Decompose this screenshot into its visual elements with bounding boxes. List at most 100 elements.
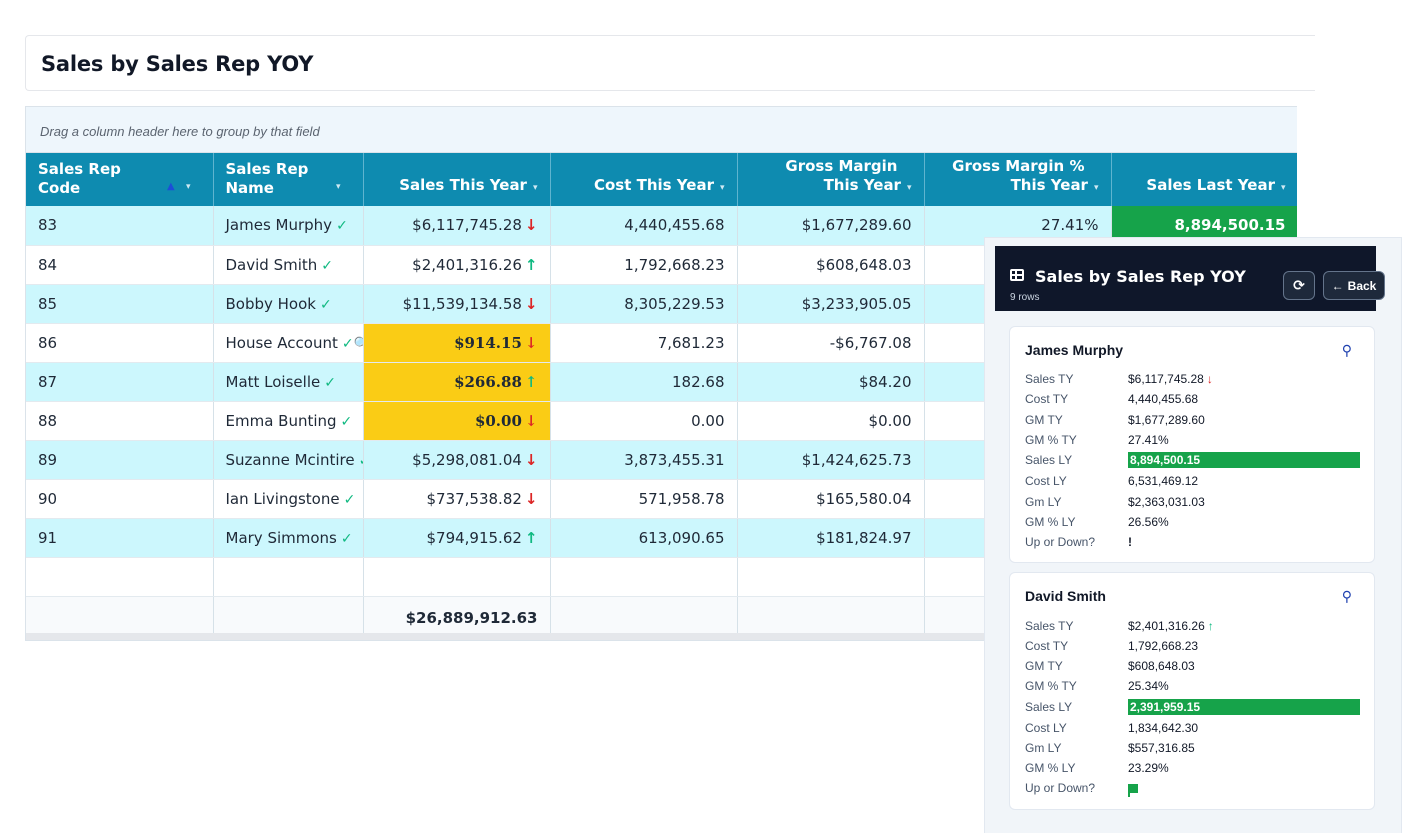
card-view-header: Sales by Sales Rep YOY 9 rows ⟳ ← Back [995,246,1385,311]
sales-ty-value: $11,539,134.58 [402,294,522,313]
sales-ty-value: $5,298,081.04 [412,450,522,469]
card-field: Cost LY 6,531,469.12 [1025,474,1199,488]
card-field: Sales TY $6,117,745.28 ↓ [1025,372,1213,386]
group-by-panel[interactable]: Drag a column header here to group by th… [26,107,1297,153]
cell-cost-ty: 7,681.23 [550,323,738,363]
arrow-down-icon: ↓ [524,411,538,430]
search-icon[interactable]: ⚲ [1341,342,1352,358]
card-field: Sales LY 8,894,500.15 [1025,452,1365,469]
card-rep-name: David Smith [1025,588,1106,604]
col-header-label: Sales This Year [399,176,527,194]
arrow-down-icon: ↓ [524,450,538,469]
cell-cost-ty: 613,090.65 [550,518,738,558]
report-title-card: Sales by Sales Rep YOY [25,35,1315,91]
col-header-label: Sales Rep [225,160,309,178]
horizontal-scrollbar[interactable] [26,633,1297,640]
refresh-button[interactable]: ⟳ [1283,271,1315,300]
column-menu-icon[interactable]: ▾ [719,183,725,193]
sales-ty-value: $6,117,745.28 [412,216,522,235]
cell-gm-ty: $1,424,625.73 [737,440,925,480]
rep-name: Bobby Hook [225,294,316,313]
check-icon: ✓ [321,257,333,274]
cell-name: Ian Livingstone ✓ [213,479,364,519]
sales-ty-value: $737,538.82 [426,489,522,508]
back-button[interactable]: ← Back [1323,271,1385,300]
header-row: Sales Rep Code ▲ ▾ Sales Rep Name ▾ Sale… [26,153,1297,206]
cell-gm-ty: $608,648.03 [737,245,925,285]
sales-ty-value: $2,401,316.26 [412,255,522,274]
column-menu-icon[interactable]: ▾ [335,182,341,192]
cell-name: David Smith ✓ [213,245,364,285]
col-header-sales-rep-name[interactable]: Sales Rep Name ▾ [213,153,364,206]
search-icon[interactable]: ⚲ [1341,588,1352,604]
cell-code: 86 [26,323,214,363]
col-header-label: Sales Last Year [1146,176,1275,194]
alert-icon: ! [1128,535,1132,549]
cell-gm-ty: $181,824.97 [737,518,925,558]
col-header-sales-rep-code[interactable]: Sales Rep Code ▲ ▾ [26,153,214,206]
col-header-sales-this-year[interactable]: Sales This Year ▾ [363,153,551,206]
cell-sales-ty: $2,401,316.26 ↑ [363,245,551,285]
cell-sales-ty: $266.88 ↑ [363,362,551,402]
col-header-cost-this-year[interactable]: Cost This Year ▾ [550,153,738,206]
cell-cost-ty: 571,958.78 [550,479,738,519]
flag-icon [1128,784,1138,797]
check-icon: ✓ [324,374,336,391]
arrow-up-icon: ↑ [524,255,538,274]
cell-sales-ty: $6,117,745.28 ↓ [363,206,551,246]
cell-name: Mary Simmons ✓ [213,518,364,558]
column-menu-icon[interactable]: ▾ [532,183,538,193]
cell-name: Emma Bunting ✓ [213,401,364,441]
check-icon: ✓ [340,530,353,547]
cell-cost-ty: 3,873,455.31 [550,440,738,480]
col-header-gross-margin-pct-this-year[interactable]: Gross Margin % This Year ▾ [924,153,1112,206]
cell-sales-ty: $11,539,134.58 ↓ [363,284,551,324]
col-header-label: Gross Margin [785,157,898,175]
column-menu-icon[interactable]: ▾ [185,182,191,192]
col-header-label: Name [225,179,274,197]
cell-code: 88 [26,401,214,441]
card-field: Cost TY 4,440,455.68 [1025,392,1199,406]
sort-ascending-icon[interactable]: ▲ [167,181,175,192]
row-count: 9 rows [1010,292,1040,303]
col-header-label: Sales Rep [38,160,121,178]
magnifier-icon[interactable]: 🔍 [354,337,362,352]
cell-gm-ty: $0.00 [737,401,925,441]
card-field: GM % LY 23.29% [1025,761,1169,775]
card-field: Sales TY $2,401,316.26 ↑ [1025,619,1214,633]
card-field: Cost TY 1,792,668.23 [1025,639,1199,653]
rep-card[interactable]: David Smith ⚲ Sales TY $2,401,316.26 ↑ Cos… [1009,572,1375,810]
cell-gm-ty: $84.20 [737,362,925,402]
col-header-sales-last-year[interactable]: Sales Last Year ▾ [1111,153,1297,206]
card-field: Up or Down? [1025,781,1365,797]
arrow-up-icon: ↑ [524,372,538,391]
table-row[interactable]: 86 House Account✓🔍 $914.15↓ 7,681.23 -$6… [26,323,1297,363]
cell-sales-ty: $737,538.82 ↓ [363,479,551,519]
cell-name: Suzanne Mcintire✓ [213,440,364,480]
rep-name: David Smith [225,255,318,274]
cell-sales-ty: $5,298,081.04 ↓ [363,440,551,480]
col-header-gross-margin-this-year[interactable]: Gross Margin This Year ▾ [737,153,925,206]
check-icon: ✓ [341,335,354,352]
cell-code: 87 [26,362,214,402]
total-sales-ty: $26,889,912.63 [363,596,551,640]
card-field: Gm LY $557,316.85 [1025,741,1195,755]
col-header-label: This Year [823,176,901,194]
column-menu-icon[interactable]: ▾ [906,183,912,193]
arrow-down-icon: ↓ [1206,372,1213,386]
sales-ty-value: $266.88 [454,372,522,391]
sales-ty-value: $794,915.62 [426,528,522,547]
rep-card[interactable]: James Murphy ⚲ Sales TY $6,117,745.28 ↓ Co… [1009,326,1375,563]
arrow-down-icon: ↓ [524,216,538,235]
cell-gm-ty: $3,233,905.05 [737,284,925,324]
cell-name: James Murphy ✓ [213,206,364,246]
check-icon: ✓ [340,413,353,430]
rep-name: House Account [225,333,338,352]
page-title: Sales by Sales Rep YOY [41,52,314,76]
column-menu-icon[interactable]: ▾ [1280,183,1286,193]
cell-cost-ty: 8,305,229.53 [550,284,738,324]
column-menu-icon[interactable]: ▾ [1093,183,1099,193]
rep-name: Suzanne Mcintire [225,450,355,469]
check-icon: ✓ [343,491,356,508]
rep-name: Emma Bunting [225,411,337,430]
